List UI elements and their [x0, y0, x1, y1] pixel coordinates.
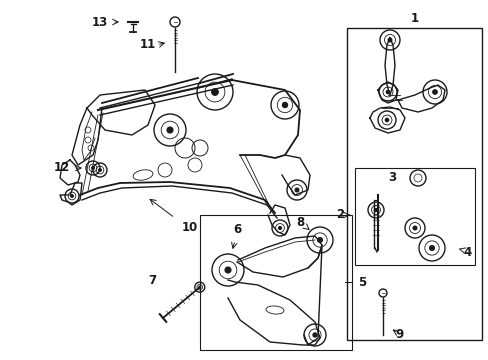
Text: 13: 13 — [92, 15, 108, 28]
Circle shape — [199, 286, 200, 288]
Circle shape — [278, 226, 281, 229]
Text: 9: 9 — [395, 328, 403, 342]
Circle shape — [374, 208, 377, 211]
Text: 5: 5 — [357, 275, 366, 288]
Bar — [354, 168, 474, 265]
Circle shape — [432, 90, 436, 94]
Circle shape — [224, 267, 230, 273]
Text: 7: 7 — [148, 274, 156, 287]
Circle shape — [412, 226, 416, 230]
Circle shape — [295, 188, 298, 192]
Bar — [346, 28, 481, 340]
Circle shape — [312, 333, 316, 337]
Text: 11: 11 — [140, 39, 156, 51]
Circle shape — [167, 127, 173, 133]
Text: 2: 2 — [335, 208, 344, 221]
Text: 10: 10 — [182, 221, 198, 234]
Bar — [200, 215, 351, 350]
Circle shape — [385, 118, 388, 122]
Text: 6: 6 — [232, 224, 241, 237]
Text: 4: 4 — [463, 246, 471, 258]
Text: 1: 1 — [410, 12, 418, 24]
Text: 12: 12 — [54, 162, 70, 175]
Circle shape — [71, 195, 73, 197]
Text: 8: 8 — [295, 216, 304, 230]
Circle shape — [387, 38, 391, 42]
Circle shape — [386, 90, 389, 94]
Circle shape — [317, 238, 322, 242]
Circle shape — [211, 89, 218, 95]
Circle shape — [92, 167, 94, 169]
Circle shape — [99, 169, 101, 171]
Circle shape — [282, 103, 287, 108]
Text: 3: 3 — [387, 171, 395, 184]
Circle shape — [429, 246, 433, 250]
